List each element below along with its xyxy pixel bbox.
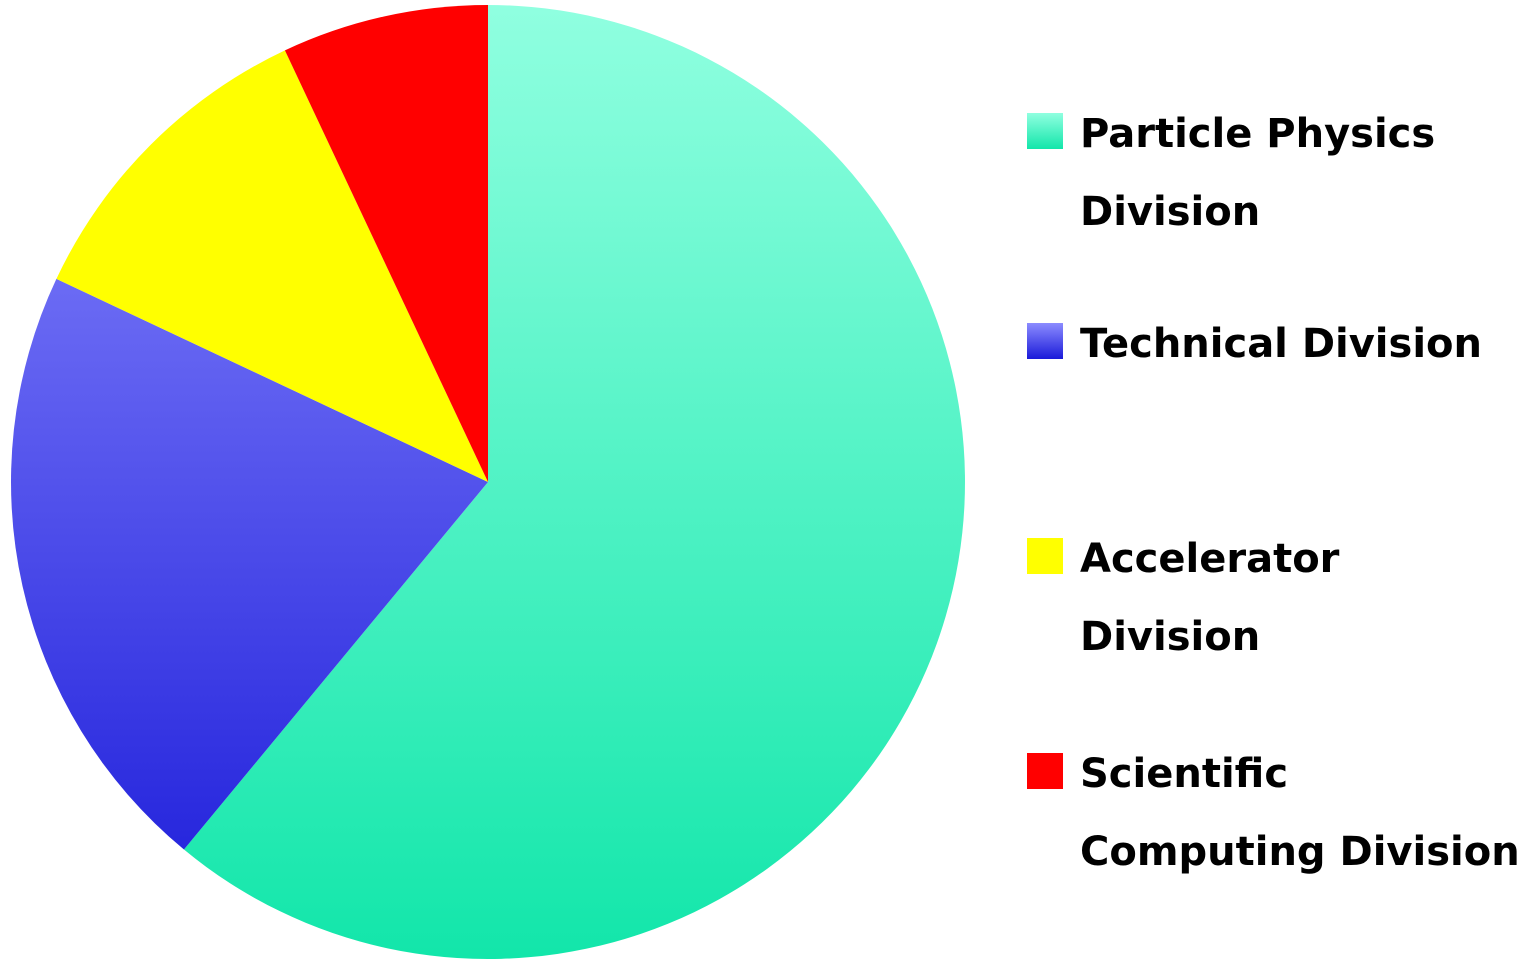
pie-slice [284, 5, 488, 482]
pie-slice [56, 50, 489, 483]
legend-swatch [1027, 538, 1063, 574]
legend-swatch [1027, 113, 1063, 149]
legend-label: Particle Physics Division [1080, 111, 1436, 235]
legend-label: Scientific Computing Division [1080, 751, 1520, 875]
pie-slice [11, 278, 489, 850]
legend-label: Technical Division [1080, 321, 1482, 367]
pie-slice [183, 5, 965, 959]
legend-swatch [1027, 323, 1063, 359]
legend-label: Accelerator Division [1080, 536, 1340, 660]
legend-swatch [1027, 753, 1063, 789]
